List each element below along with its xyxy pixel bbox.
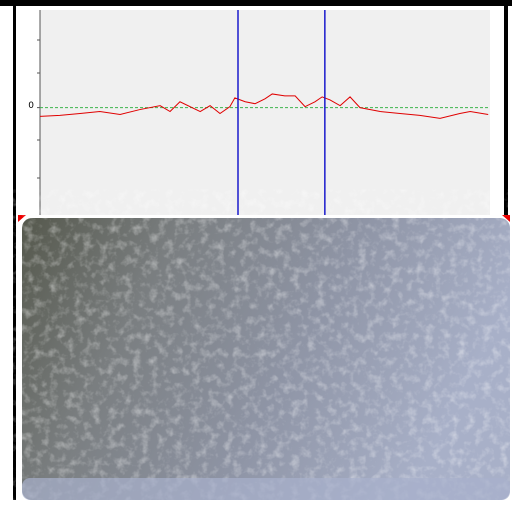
camera-texture — [22, 218, 510, 500]
y-tick-label: 0 — [28, 101, 34, 111]
left-border — [13, 0, 16, 500]
plot-area — [40, 10, 490, 215]
minor-ticks — [37, 39, 40, 179]
image-edge — [22, 478, 510, 500]
top-border — [0, 0, 512, 6]
right-border — [504, 0, 508, 215]
corner-marker — [502, 215, 510, 222]
corner-marker — [18, 215, 26, 222]
camera-view — [22, 218, 510, 500]
profile-line — [39, 93, 489, 119]
